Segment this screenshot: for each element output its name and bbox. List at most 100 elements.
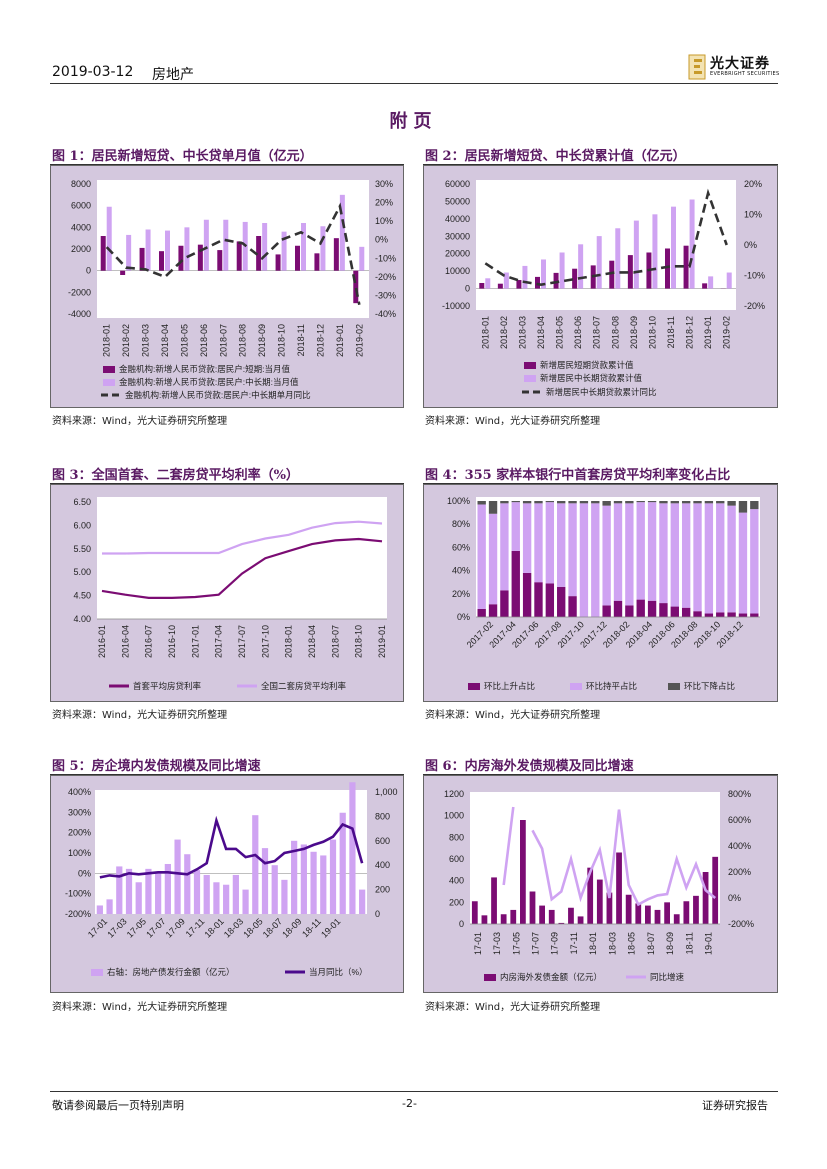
x-tick: 2018-01: [284, 625, 294, 658]
legend-yoy-label: 新增居民中长期贷款累计同比: [546, 387, 657, 397]
right-axis-tick: -200%: [728, 919, 754, 929]
figure-1-title-rule: [50, 164, 404, 165]
x-tick: 2018-02: [121, 324, 131, 357]
short-loan-bar: [197, 244, 203, 271]
x-tick: 2018-05: [555, 316, 565, 349]
left-axis-tick: 80%: [452, 519, 470, 529]
down-share-bar: [750, 501, 759, 510]
overseas-bond-bar: [606, 892, 613, 924]
long-cum-bar: [578, 244, 584, 289]
bond-issuance-bar: [349, 782, 356, 914]
short-cum-bar: [516, 280, 522, 289]
bond-issuance-bar: [339, 812, 346, 914]
overseas-bond-bar: [471, 901, 478, 924]
down-share-bar: [602, 501, 611, 506]
overseas-bond-bar: [664, 902, 670, 924]
down-share-bar: [579, 501, 589, 504]
x-tick: 2017-01: [190, 625, 200, 658]
figure-1-panel: 8000 6000 4000 2000 0 -2000 -4000 30% 20% 10% 0% -1…: [50, 165, 404, 408]
left-axis-tick: 400: [449, 876, 464, 886]
bond-issuance-bar: [116, 866, 123, 914]
legend-up-label: 环比上升占比: [484, 681, 535, 691]
bond-issuance-bar: [310, 851, 317, 914]
x-tick: 2018-03: [141, 324, 151, 357]
short-loan-bar: [256, 236, 262, 271]
up-share-bar: [613, 600, 623, 617]
long-loan-bar: [359, 246, 365, 271]
x-tick: 2016-10: [167, 625, 177, 658]
figure-6-source: 资料来源：Wind，光大证券研究所整理: [425, 1002, 601, 1013]
x-tick: 17-03: [492, 932, 502, 955]
flat-share-bar: [545, 502, 555, 584]
left-axis-tick: 30000: [445, 231, 470, 241]
figure-2-source: 资料来源：Wind，光大证券研究所整理: [425, 416, 601, 427]
flat-share-bar: [602, 505, 611, 606]
down-share-bar: [727, 501, 736, 506]
x-tick: 2018-10: [354, 625, 364, 658]
legend-down-label: 环比下降占比: [684, 681, 735, 691]
short-cum-bar: [627, 255, 633, 289]
flat-share-bar: [659, 503, 668, 604]
x-tick: 2018-04: [160, 324, 170, 357]
left-axis-tick: 60%: [452, 542, 470, 552]
flat-share-bar: [488, 513, 498, 605]
left-axis-tick: 60000: [445, 179, 470, 189]
short-cum-bar: [702, 283, 708, 289]
x-tick: 18-01: [588, 932, 598, 955]
left-axis-tick: 20%: [452, 589, 470, 599]
up-share-bar: [488, 604, 498, 617]
left-axis-tick: 400%: [68, 787, 91, 797]
down-share-bar: [738, 501, 748, 513]
figure-5-chart: 400% 300% 200% 100% 0% -100% -200% 1,000 800 600 4…: [65, 782, 398, 977]
up-share-bar: [602, 605, 611, 617]
long-cum-bar: [708, 276, 714, 289]
figure-4-source: 资料来源：Wind，光大证券研究所整理: [425, 710, 601, 721]
first-home-rate-line: [101, 537, 383, 599]
bond-issuance-bar: [281, 879, 288, 914]
report-sector: 房地产: [152, 67, 194, 83]
x-tick: 2018-08: [610, 316, 620, 349]
down-share-bar: [557, 501, 566, 504]
down-share-bar: [613, 501, 623, 504]
figure-6-title: 图 6：内房海外发债规模及同比增速: [425, 759, 634, 774]
left-axis-tick: 300%: [68, 807, 91, 817]
legend-overseas-label: 内房海外发债金额（亿元）: [500, 972, 602, 982]
figure-5-title-rule: [50, 774, 404, 775]
flat-share-bar: [716, 503, 725, 613]
bond-issuance-bar: [213, 882, 220, 914]
figure-2-title: 图 2：居民新增短贷、中长贷累计值（亿元）: [425, 149, 686, 164]
x-tick: 2019-01: [703, 316, 713, 349]
left-axis-tick: 200: [449, 897, 464, 907]
left-axis-tick: 4.50: [73, 591, 91, 601]
bond-issuance-bar: [164, 863, 171, 914]
x-tick: 18-01: [202, 916, 225, 939]
short-cum-bar: [683, 245, 689, 289]
x-tick: 2018-04: [307, 625, 317, 658]
x-tick: 2018-07: [592, 316, 602, 349]
bond-issuance-bar: [232, 874, 239, 914]
legend-yoy-label: 当月同比（%）: [309, 967, 368, 977]
x-tick: 2017-04: [214, 625, 224, 658]
footer-divider: [50, 1091, 778, 1092]
long-cum-bar: [503, 272, 509, 289]
right-axis-tick: 200%: [728, 867, 751, 877]
down-share-bar: [522, 501, 532, 504]
figure-1-source: 资料来源：Wind，光大证券研究所整理: [52, 416, 228, 427]
down-share-bar: [636, 501, 645, 503]
left-axis-tick: 6.00: [73, 520, 91, 530]
legend-long-swatch: [103, 379, 115, 386]
flat-share-bar: [727, 505, 736, 613]
bond-issuance-bar: [359, 889, 366, 914]
yoy-line: [99, 815, 364, 879]
bond-issuance-bar: [155, 872, 162, 914]
up-share-bar: [727, 612, 736, 617]
figure-3-title: 图 3：全国首套、二套房贷平均利率（%）: [52, 468, 299, 483]
bond-issuance-bar: [106, 899, 113, 914]
legend-issuance-swatch: [91, 969, 103, 976]
report-date: 2019-03-12: [52, 64, 134, 80]
left-axis-tick: 1000: [444, 811, 464, 821]
bond-issuance-bar: [125, 868, 133, 914]
left-axis-tick: -100%: [65, 889, 91, 899]
short-loan-bar: [159, 251, 164, 271]
long-cum-bar: [559, 252, 565, 289]
